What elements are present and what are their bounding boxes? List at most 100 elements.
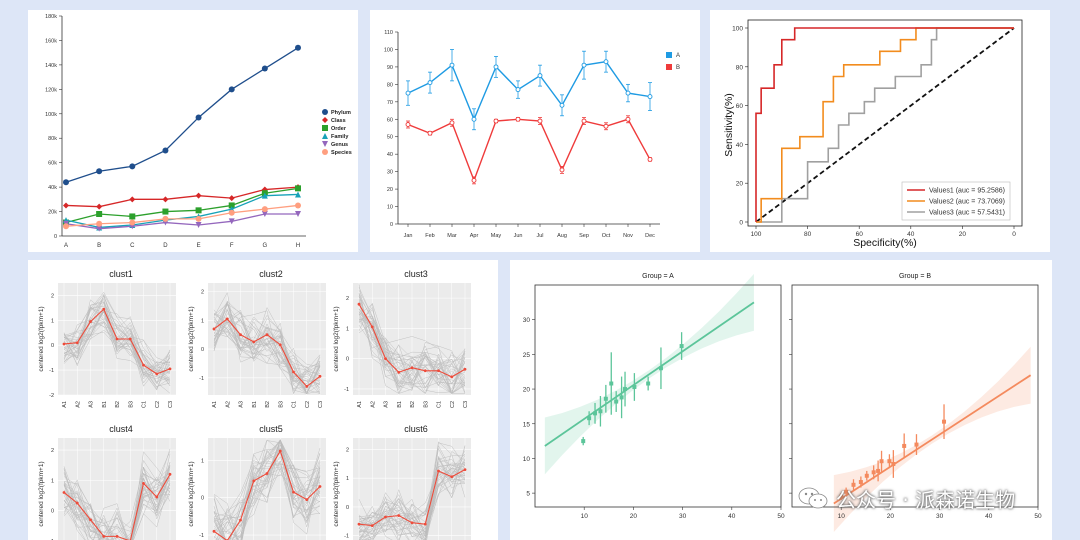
gene-profile [63, 483, 171, 540]
mean-point [463, 367, 467, 371]
legend-label: Values3 (auc = 57.5431) [929, 210, 1005, 217]
data-point [228, 202, 235, 209]
mean-point [239, 333, 242, 337]
mean-point [115, 534, 119, 538]
data-point [129, 219, 136, 226]
series-line [65, 186, 299, 208]
legend-label: Values2 (auc = 73.7069) [929, 199, 1005, 206]
y-tick-label: 100k [45, 112, 57, 118]
data-point [844, 489, 849, 494]
mean-point [410, 366, 414, 370]
x-tick-label: 20 [630, 513, 638, 520]
x-axis-label: Specificity(%) [853, 237, 917, 249]
data-point [96, 220, 103, 227]
gene-profile [213, 439, 321, 530]
mean-point [410, 521, 414, 525]
chart-svg: 0 10 20 30 40 50 60 70 80 90 100 110 Jan Feb Mar Apr May… [384, 30, 680, 239]
mean-point [89, 320, 92, 323]
background-profiles [63, 448, 171, 540]
data-point [449, 62, 455, 68]
x-tick-label: A3 [384, 401, 390, 408]
y-tick-label: 180k [45, 14, 57, 20]
chart-svg: 0 20k 40k 60k 80k 100k 120k 140k 160k 180k A B C D E F G… [45, 14, 352, 249]
x-tick-label: C1 [292, 401, 298, 408]
data-point [864, 473, 869, 478]
panel-title: clust4 [109, 424, 133, 434]
mean-point [370, 325, 374, 329]
x-tick-label: B1 [397, 401, 403, 408]
y-tick-label: 2 [201, 290, 204, 296]
gene-profile [213, 439, 321, 540]
gene-profile [358, 321, 466, 387]
roc-curve [756, 27, 1014, 223]
gene-profile [63, 307, 171, 376]
gene-profile [63, 307, 171, 377]
chart-svg: Group = A 10 20 30 40 50 5 10 15 20 25 30 Group = B 1… [523, 273, 1042, 532]
x-tick-label: B3 [128, 401, 134, 408]
gene-profile [63, 466, 171, 540]
gene-profile [240, 439, 321, 540]
data-point [587, 416, 592, 421]
x-tick-label: 20 [959, 231, 967, 238]
mean-point [437, 469, 440, 473]
gene-profile [213, 317, 321, 383]
y-axis-label: centered log2(fpkm+1) [38, 461, 45, 526]
facet-frame [791, 284, 1039, 508]
x-tick-label: 0 [1012, 231, 1016, 238]
cluster-panel-clust2: clust2 -1 0 1 2 A1 A2 A3 B1 B2 B3 C1 C2 C3 centered lo… [188, 269, 326, 408]
x-tick-label: C3 [318, 401, 324, 408]
y-tick-label: 80 [736, 64, 744, 71]
x-tick-label: 40 [985, 513, 993, 520]
data-point [942, 419, 947, 424]
mean-point [450, 475, 454, 479]
data-point [632, 384, 637, 389]
gene-profile [213, 309, 321, 389]
x-tick-label: 30 [936, 513, 944, 520]
data-point [261, 192, 268, 199]
x-tick-label: B3 [423, 401, 429, 408]
panel-title: clust5 [259, 424, 283, 434]
series-phylum [63, 44, 301, 186]
x-tick-label: C2 [450, 401, 456, 408]
legend-swatch [666, 64, 672, 70]
legend-marker [322, 141, 328, 147]
series-species [63, 202, 301, 230]
data-point [162, 215, 169, 222]
chart-svg: clust1 -2 -1 0 1 2 A1 A2 A3 B1 B2 B3 C1 C2 C3 centered … [38, 269, 471, 540]
data-point [427, 130, 433, 136]
data-point [471, 177, 477, 183]
x-tick-label: C3 [463, 401, 469, 408]
data-point [261, 206, 268, 213]
data-point [515, 116, 521, 122]
legend-label: Phylum [331, 110, 351, 116]
mean-point [397, 370, 401, 374]
data-point [851, 482, 856, 487]
y-tick-label: 140k [45, 63, 57, 69]
data-point [493, 118, 499, 124]
data-point [593, 411, 598, 416]
gene-profile [358, 313, 466, 394]
legend-label: B [676, 65, 680, 71]
gene-profile [213, 300, 321, 394]
series-order [63, 185, 301, 226]
x-tick-label: 10 [581, 513, 589, 520]
panel-title: clust1 [109, 269, 133, 279]
mean-point [252, 340, 256, 344]
mean-point [423, 522, 427, 526]
y-tick-label: 15 [523, 421, 531, 428]
gene-profile [358, 298, 466, 395]
gene-profile [358, 467, 466, 540]
mean-point [102, 307, 106, 311]
data-point [63, 179, 69, 186]
mean-point [62, 342, 66, 346]
x-tick-label: 40 [907, 231, 915, 238]
gene-profile [358, 442, 466, 540]
mean-point [115, 337, 119, 341]
data-point [449, 120, 455, 126]
plot-frame [747, 19, 1023, 227]
data-point [96, 211, 103, 217]
gene-profile [63, 293, 171, 368]
gene-profile [213, 453, 321, 540]
data-point [228, 195, 235, 202]
